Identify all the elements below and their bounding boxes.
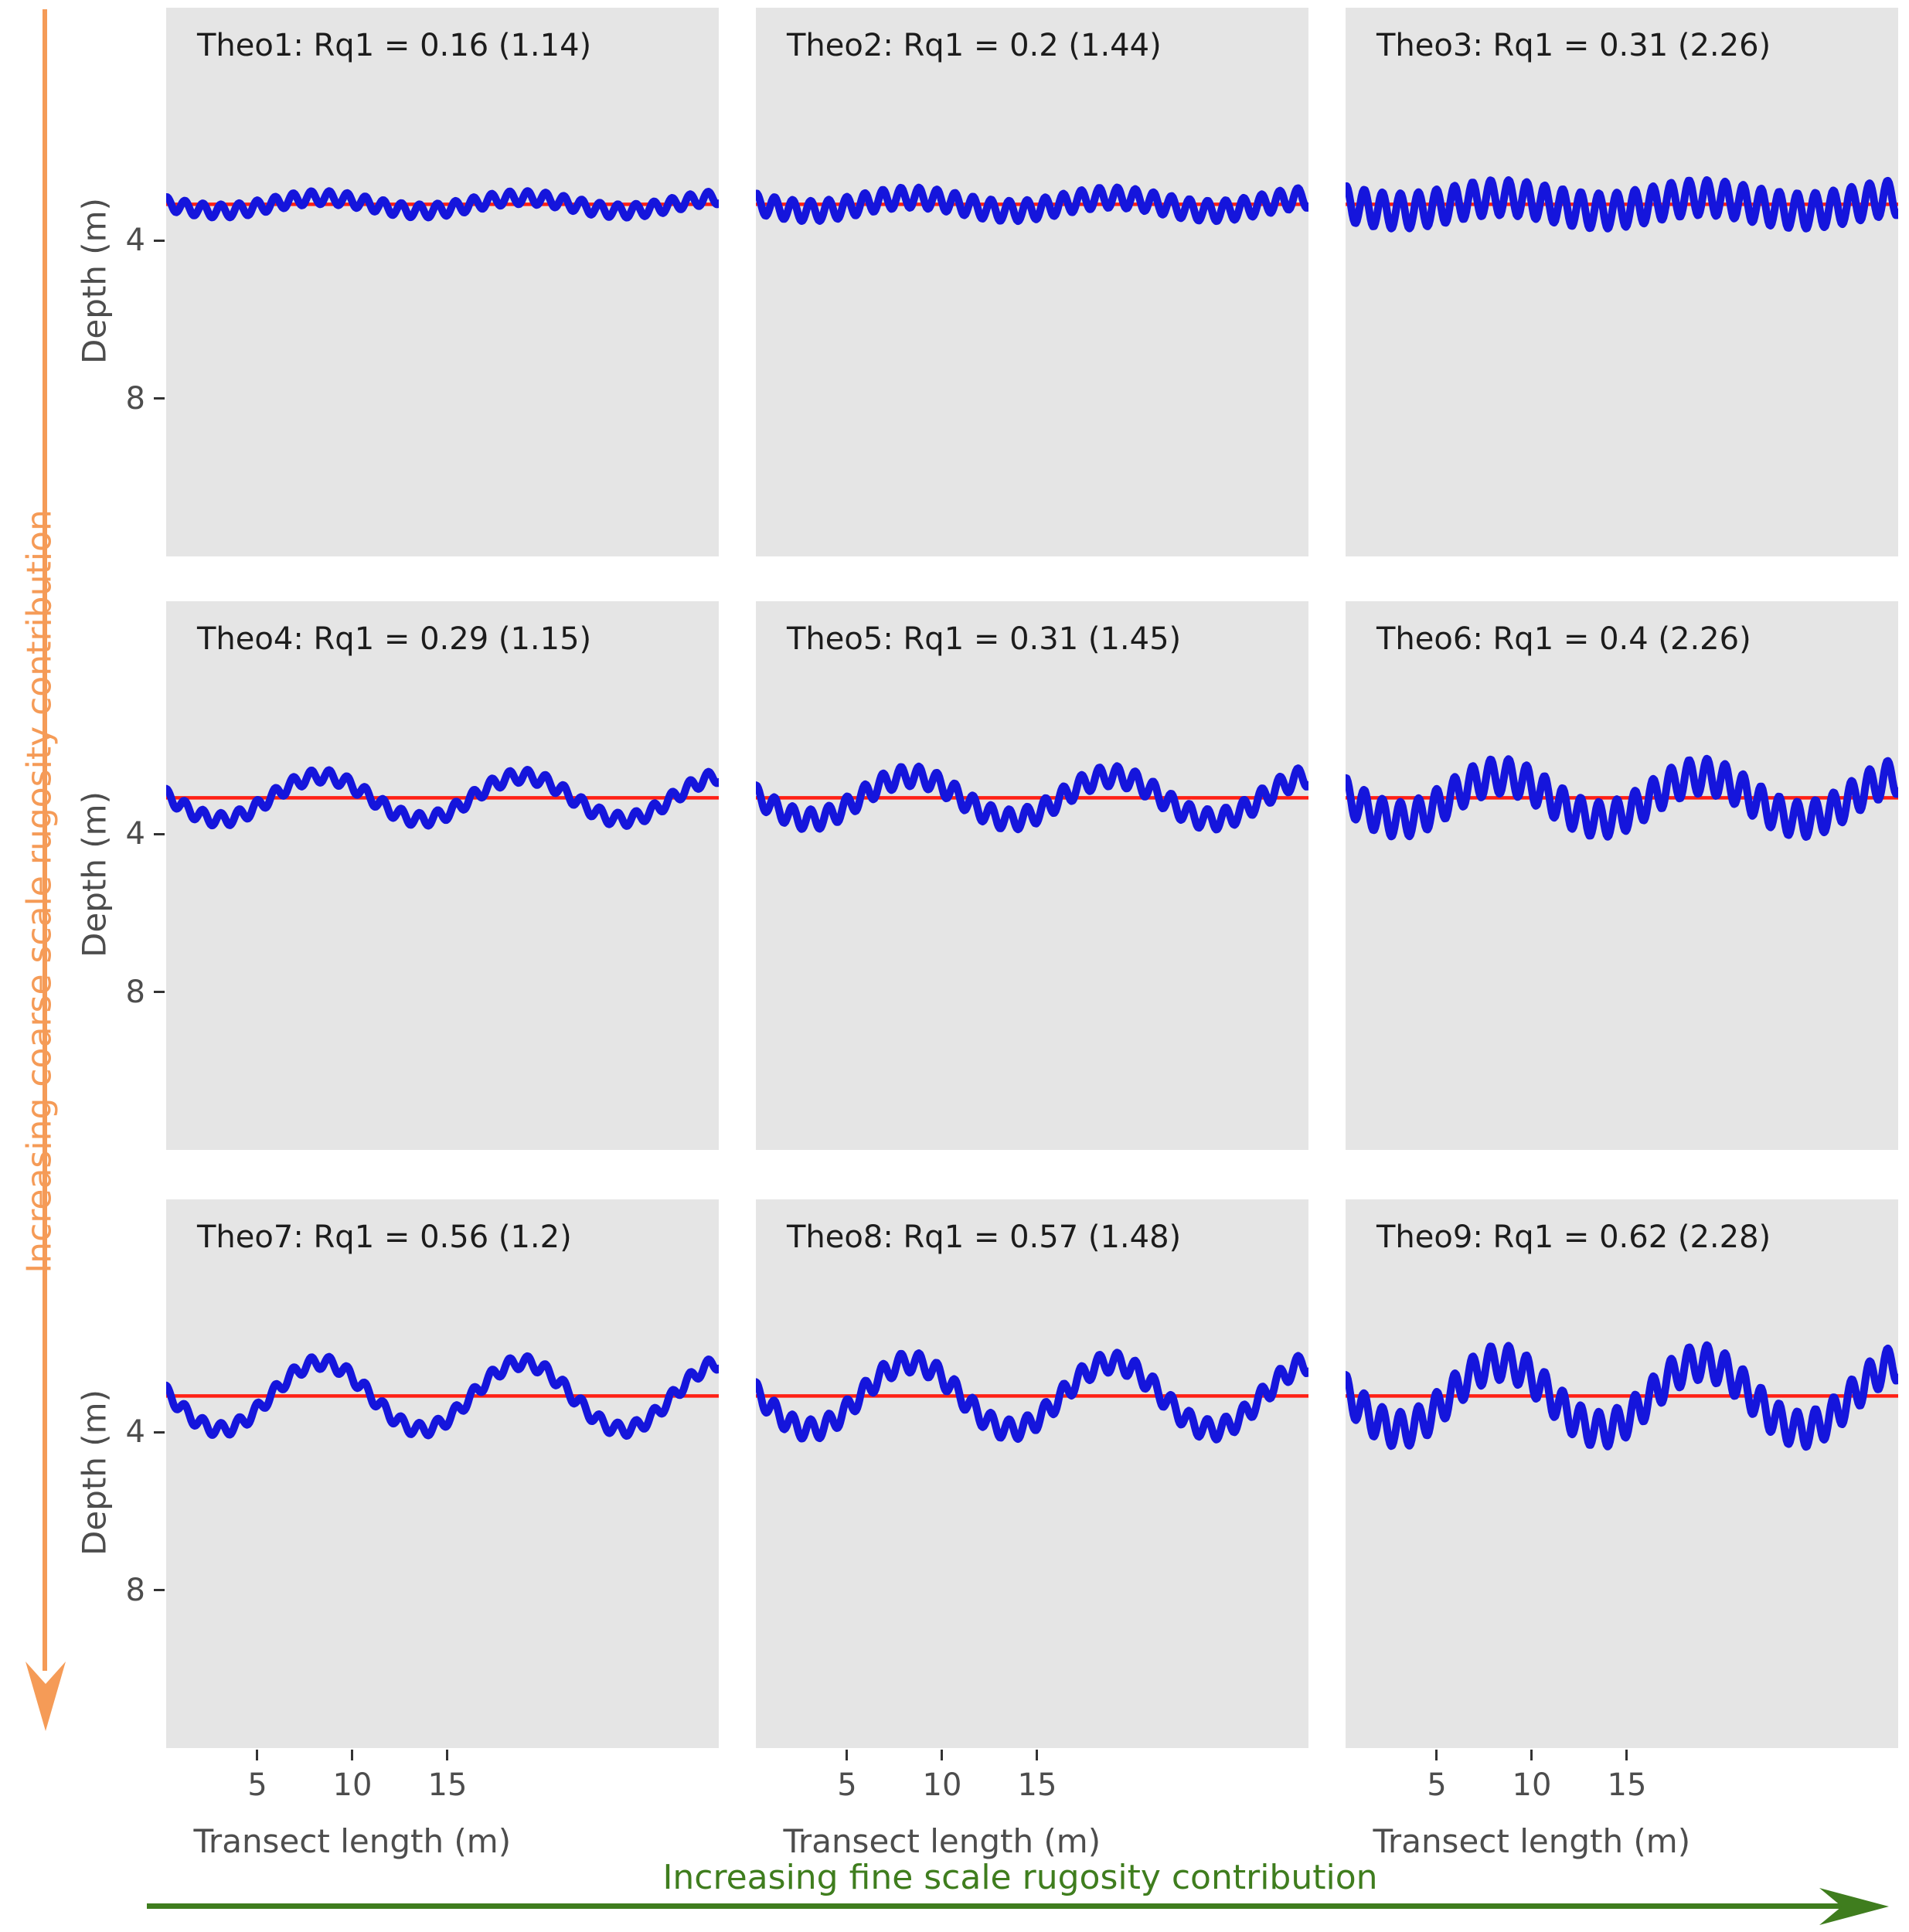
depth-profile-line — [166, 1352, 719, 1440]
depth-profile-plot — [166, 8, 719, 556]
x-tick-label: 10 — [1512, 1767, 1552, 1803]
x-tick-label: 5 — [1427, 1767, 1447, 1803]
panel-theo4: Theo4: Rq1 = 0.29 (1.15) — [166, 601, 719, 1150]
y-tick-mark — [154, 1589, 165, 1591]
x-tick-label: 10 — [922, 1767, 962, 1803]
panel-background — [756, 8, 1308, 556]
depth-profile-plot — [1346, 601, 1898, 1150]
panel-title-theo4: Theo4: Rq1 = 0.29 (1.15) — [197, 621, 592, 657]
coarse-scale-arrow-label: Increasing coarse scale rugosity contrib… — [19, 509, 60, 1274]
fine-scale-arrow-line — [147, 1903, 1847, 1909]
depth-profile-line — [756, 1349, 1308, 1444]
depth-profile-plot — [166, 601, 719, 1150]
y-axis-label: Depth (m) — [75, 198, 114, 364]
panel-background — [1346, 1199, 1898, 1748]
panel-theo3: Theo3: Rq1 = 0.31 (2.26) — [1346, 8, 1898, 556]
panel-title-theo8: Theo8: Rq1 = 0.57 (1.48) — [787, 1219, 1182, 1255]
panel-title-theo1: Theo1: Rq1 = 0.16 (1.14) — [197, 28, 592, 63]
depth-profile-line — [166, 766, 719, 830]
panel-theo2: Theo2: Rq1 = 0.2 (1.44) — [756, 8, 1308, 556]
x-axis-label: Transect length (m) — [783, 1822, 1101, 1860]
coarse-scale-arrowhead-icon — [26, 1662, 66, 1731]
panel-theo8: Theo8: Rq1 = 0.57 (1.48) — [756, 1199, 1308, 1748]
panel-background — [166, 1199, 719, 1748]
y-tick-mark — [154, 240, 165, 242]
y-tick-label: 4 — [125, 1414, 145, 1450]
panel-title-theo9: Theo9: Rq1 = 0.62 (2.28) — [1376, 1219, 1771, 1255]
panel-title-theo7: Theo7: Rq1 = 0.56 (1.2) — [197, 1219, 572, 1255]
x-tick-label: 5 — [247, 1767, 267, 1803]
depth-profile-line — [1346, 176, 1898, 233]
x-tick-label: 5 — [837, 1767, 857, 1803]
depth-profile-plot — [756, 601, 1308, 1150]
depth-profile-line — [756, 183, 1308, 226]
panel-theo6: Theo6: Rq1 = 0.4 (2.26) — [1346, 601, 1898, 1150]
panel-theo5: Theo5: Rq1 = 0.31 (1.45) — [756, 601, 1308, 1150]
x-axis-label: Transect length (m) — [193, 1822, 512, 1860]
depth-profile-plot — [756, 1199, 1308, 1748]
y-tick-label: 4 — [125, 816, 145, 852]
x-tick-mark — [1435, 1750, 1438, 1760]
y-axis-label: Depth (m) — [75, 1389, 114, 1556]
x-tick-label: 15 — [1017, 1767, 1057, 1803]
y-tick-label: 8 — [125, 381, 145, 417]
panel-title-theo6: Theo6: Rq1 = 0.4 (2.26) — [1376, 621, 1751, 657]
x-tick-label: 15 — [1607, 1767, 1647, 1803]
y-axis-label: Depth (m) — [75, 791, 114, 957]
panel-title-theo2: Theo2: Rq1 = 0.2 (1.44) — [787, 28, 1162, 63]
panel-theo7: Theo7: Rq1 = 0.56 (1.2) — [166, 1199, 719, 1748]
depth-profile-plot — [1346, 8, 1898, 556]
panel-theo9: Theo9: Rq1 = 0.62 (2.28) — [1346, 1199, 1898, 1748]
x-tick-mark — [351, 1750, 353, 1760]
panel-background — [166, 601, 719, 1150]
y-tick-mark — [154, 1431, 165, 1434]
depth-profile-plot — [1346, 1199, 1898, 1748]
fine-scale-arrow-label: Increasing fine scale rugosity contribut… — [662, 1858, 1378, 1897]
x-axis-label: Transect length (m) — [1373, 1822, 1691, 1860]
depth-profile-line — [756, 762, 1308, 834]
x-tick-mark — [1625, 1750, 1628, 1760]
x-tick-mark — [1530, 1750, 1533, 1760]
fine-scale-arrowhead-icon — [1819, 1888, 1889, 1925]
coarse-scale-arrow-line — [43, 9, 47, 1671]
depth-profile-plot — [756, 8, 1308, 556]
x-tick-mark — [446, 1750, 448, 1760]
depth-profile-line — [1346, 754, 1898, 841]
x-tick-label: 15 — [427, 1767, 468, 1803]
y-tick-label: 8 — [125, 975, 145, 1010]
depth-profile-line — [166, 187, 719, 222]
depth-profile-line — [1346, 1341, 1898, 1451]
y-tick-label: 8 — [125, 1573, 145, 1608]
x-tick-mark — [846, 1750, 848, 1760]
panel-background — [756, 1199, 1308, 1748]
x-tick-mark — [1036, 1750, 1038, 1760]
panel-title-theo3: Theo3: Rq1 = 0.31 (2.26) — [1376, 28, 1771, 63]
panel-background — [166, 8, 719, 556]
panel-background — [1346, 8, 1898, 556]
x-tick-label: 10 — [332, 1767, 373, 1803]
y-tick-label: 4 — [125, 223, 145, 258]
panel-theo1: Theo1: Rq1 = 0.16 (1.14) — [166, 8, 719, 556]
y-tick-mark — [154, 991, 165, 993]
panel-background — [756, 601, 1308, 1150]
depth-profile-plot — [166, 1199, 719, 1748]
panel-background — [1346, 601, 1898, 1150]
y-tick-mark — [154, 833, 165, 835]
x-tick-mark — [256, 1750, 258, 1760]
panel-title-theo5: Theo5: Rq1 = 0.31 (1.45) — [787, 621, 1182, 657]
x-tick-mark — [941, 1750, 943, 1760]
y-tick-mark — [154, 397, 165, 400]
